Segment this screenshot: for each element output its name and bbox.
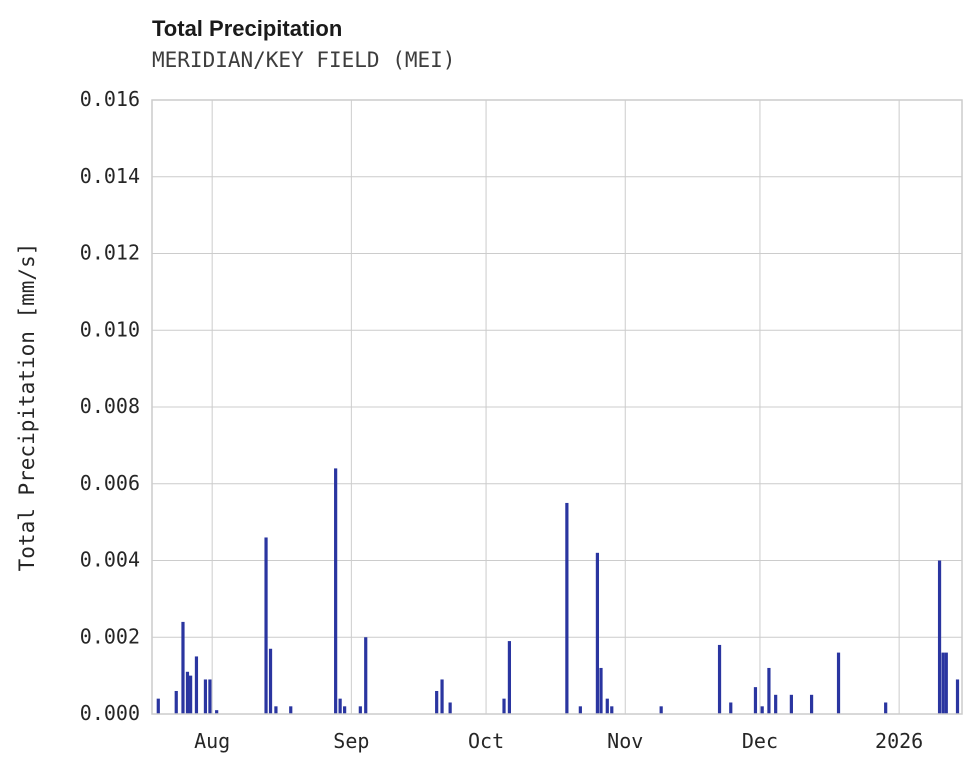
precipitation-bar <box>358 706 362 714</box>
precipitation-bar <box>174 690 178 714</box>
precipitation-bar <box>203 679 208 714</box>
chart-subtitle: MERIDIAN/KEY FIELD (MEI) <box>152 48 456 72</box>
precipitation-bar <box>595 552 600 714</box>
precipitation-bar <box>440 679 444 714</box>
precipitation-bar <box>565 502 569 714</box>
precipitation-bar <box>578 706 582 714</box>
precipitation-bar <box>944 652 948 714</box>
precipitation-bar <box>767 667 771 714</box>
x-tick-label: Oct <box>468 729 504 753</box>
precipitation-bar <box>955 679 960 714</box>
y-tick-label: 0.006 <box>80 471 140 495</box>
precipitation-bar <box>774 694 778 714</box>
precipitation-bar <box>338 698 342 714</box>
precipitation-bar <box>937 560 942 714</box>
x-tick-label: Sep <box>333 729 369 753</box>
precipitation-bar <box>274 706 278 714</box>
x-tick-label: Aug <box>194 729 230 753</box>
precipitation-bar <box>507 641 512 714</box>
precipitation-bar <box>334 468 338 714</box>
precipitation-bar <box>185 671 190 714</box>
precipitation-bar <box>605 698 609 714</box>
chart-title: Total Precipitation <box>152 16 343 41</box>
precipitation-bar <box>208 679 212 714</box>
precipitation-bar <box>435 690 439 714</box>
x-tick-label: Nov <box>607 729 643 753</box>
plot-border <box>151 99 963 715</box>
y-tick-label: 0.008 <box>80 394 140 418</box>
precipitation-bar <box>181 621 185 714</box>
precipitation-bar <box>760 706 764 714</box>
precipitation-bar <box>264 537 268 714</box>
y-tick-label: 0.000 <box>80 701 140 725</box>
precipitation-bar <box>268 648 273 714</box>
y-axis-label: Total Precipitation [mm/s] <box>15 243 39 572</box>
precipitation-bar <box>836 652 841 714</box>
precipitation-bar <box>753 687 758 714</box>
precipitation-bar <box>610 706 614 714</box>
precipitation-bar <box>343 706 347 714</box>
precipitation-bar <box>364 637 368 714</box>
precipitation-bar <box>884 702 888 714</box>
precipitation-bar <box>599 667 603 714</box>
precipitation-bar <box>289 706 293 714</box>
precipitation-bar <box>809 694 814 714</box>
x-tick-label: Dec <box>742 729 778 753</box>
y-tick-label: 0.004 <box>80 548 140 572</box>
precipitation-bar <box>189 675 193 714</box>
precipitation-bar <box>729 702 733 714</box>
y-tick-label: 0.002 <box>80 624 140 648</box>
precipitation-bar <box>194 656 199 714</box>
precipitation-bar <box>941 652 945 714</box>
x-tick-label: 2026 <box>875 729 923 753</box>
y-tick-label: 0.016 <box>80 87 140 111</box>
y-tick-label: 0.014 <box>80 164 140 188</box>
y-tick-label: 0.010 <box>80 317 140 341</box>
precipitation-bar <box>659 706 663 714</box>
precipitation-bar <box>215 710 219 714</box>
precipitation-bar <box>448 702 452 714</box>
precipitation-bar <box>717 644 722 714</box>
y-tick-label: 0.012 <box>80 241 140 265</box>
precipitation-bar <box>156 698 160 714</box>
precipitation-bar <box>502 698 506 714</box>
precipitation-bar <box>789 694 793 714</box>
